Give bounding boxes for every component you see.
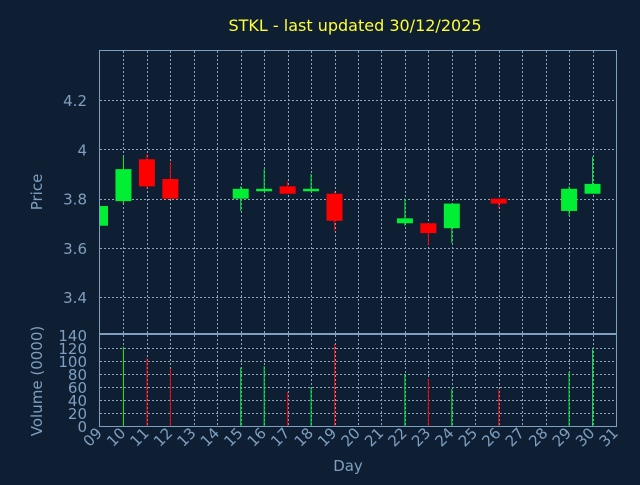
chart-title: STKL - last updated 30/12/2025 xyxy=(228,16,481,35)
candle-body xyxy=(279,186,296,194)
price-tick-label: 4 xyxy=(77,141,87,159)
x-tick-label: 15 xyxy=(220,424,246,450)
candle-body xyxy=(420,223,437,234)
price-tick-label: 3.8 xyxy=(63,191,87,209)
volume-tick-label: 40 xyxy=(68,392,87,410)
x-tick-label: 22 xyxy=(385,424,411,450)
x-tick-label: 23 xyxy=(408,424,434,450)
price-tick-label: 3.4 xyxy=(63,289,87,307)
x-tick-label: 25 xyxy=(455,424,481,450)
volume-axis-label: Volume (0000) xyxy=(28,326,46,436)
price-panel-frame xyxy=(99,50,617,334)
x-tick-label: 21 xyxy=(361,424,387,450)
volume-bars xyxy=(122,344,594,426)
x-tick-label: 14 xyxy=(197,424,223,450)
x-tick-label: 29 xyxy=(549,424,575,450)
x-tick-label: 16 xyxy=(244,424,270,450)
volume-tick-label: 20 xyxy=(68,405,87,423)
x-tick-label: 11 xyxy=(127,424,153,450)
x-tick-label: 26 xyxy=(478,424,504,450)
x-tick-label: 18 xyxy=(291,424,317,450)
candle-body xyxy=(443,203,460,229)
candle-body xyxy=(303,188,320,192)
x-tick-label: 10 xyxy=(103,424,129,450)
volume-grid xyxy=(100,335,616,426)
volume-panel-frame xyxy=(99,334,617,427)
x-tick-label: 12 xyxy=(150,424,176,450)
price-axis-label: Price xyxy=(28,174,46,211)
x-tick-label: 17 xyxy=(267,424,293,450)
x-tick-label: 27 xyxy=(502,424,528,450)
x-tick-labels: 0910111213141516171819202122232425262728… xyxy=(80,424,622,450)
price-grid xyxy=(100,51,616,334)
candle-body xyxy=(162,178,179,199)
candle-body xyxy=(490,198,507,204)
candle-body xyxy=(115,169,132,202)
volume-tick-label: 80 xyxy=(68,366,87,384)
volume-tick-label: 0 xyxy=(77,418,87,436)
candle-body xyxy=(396,218,413,224)
x-axis-label: Day xyxy=(333,457,363,475)
candle-body xyxy=(256,188,273,192)
volume-tick-label: 60 xyxy=(68,379,87,397)
volume-tick-label: 100 xyxy=(58,353,87,371)
x-tick-label: 13 xyxy=(173,424,199,450)
volume-tick-label: 120 xyxy=(58,340,87,358)
x-tick-label: 19 xyxy=(314,424,340,450)
price-tick-label: 4.2 xyxy=(63,92,87,110)
x-tick-label: 20 xyxy=(338,424,364,450)
candle-body xyxy=(100,206,108,226)
x-tick-label: 28 xyxy=(525,424,551,450)
candle-body xyxy=(138,159,155,187)
candle-body xyxy=(584,183,601,194)
x-tick-label: 30 xyxy=(572,424,598,450)
volume-tick-label: 140 xyxy=(58,327,87,345)
price-tick-labels: 3.4 3.6 3.8 4 4.2 xyxy=(63,92,87,307)
price-tick-label: 3.6 xyxy=(63,240,87,258)
candle-body xyxy=(232,188,249,199)
x-tick-label: 24 xyxy=(431,424,457,450)
candle-body xyxy=(326,193,343,221)
candle-body xyxy=(561,188,578,211)
x-tick-label: 31 xyxy=(596,424,622,450)
candles xyxy=(100,154,601,246)
